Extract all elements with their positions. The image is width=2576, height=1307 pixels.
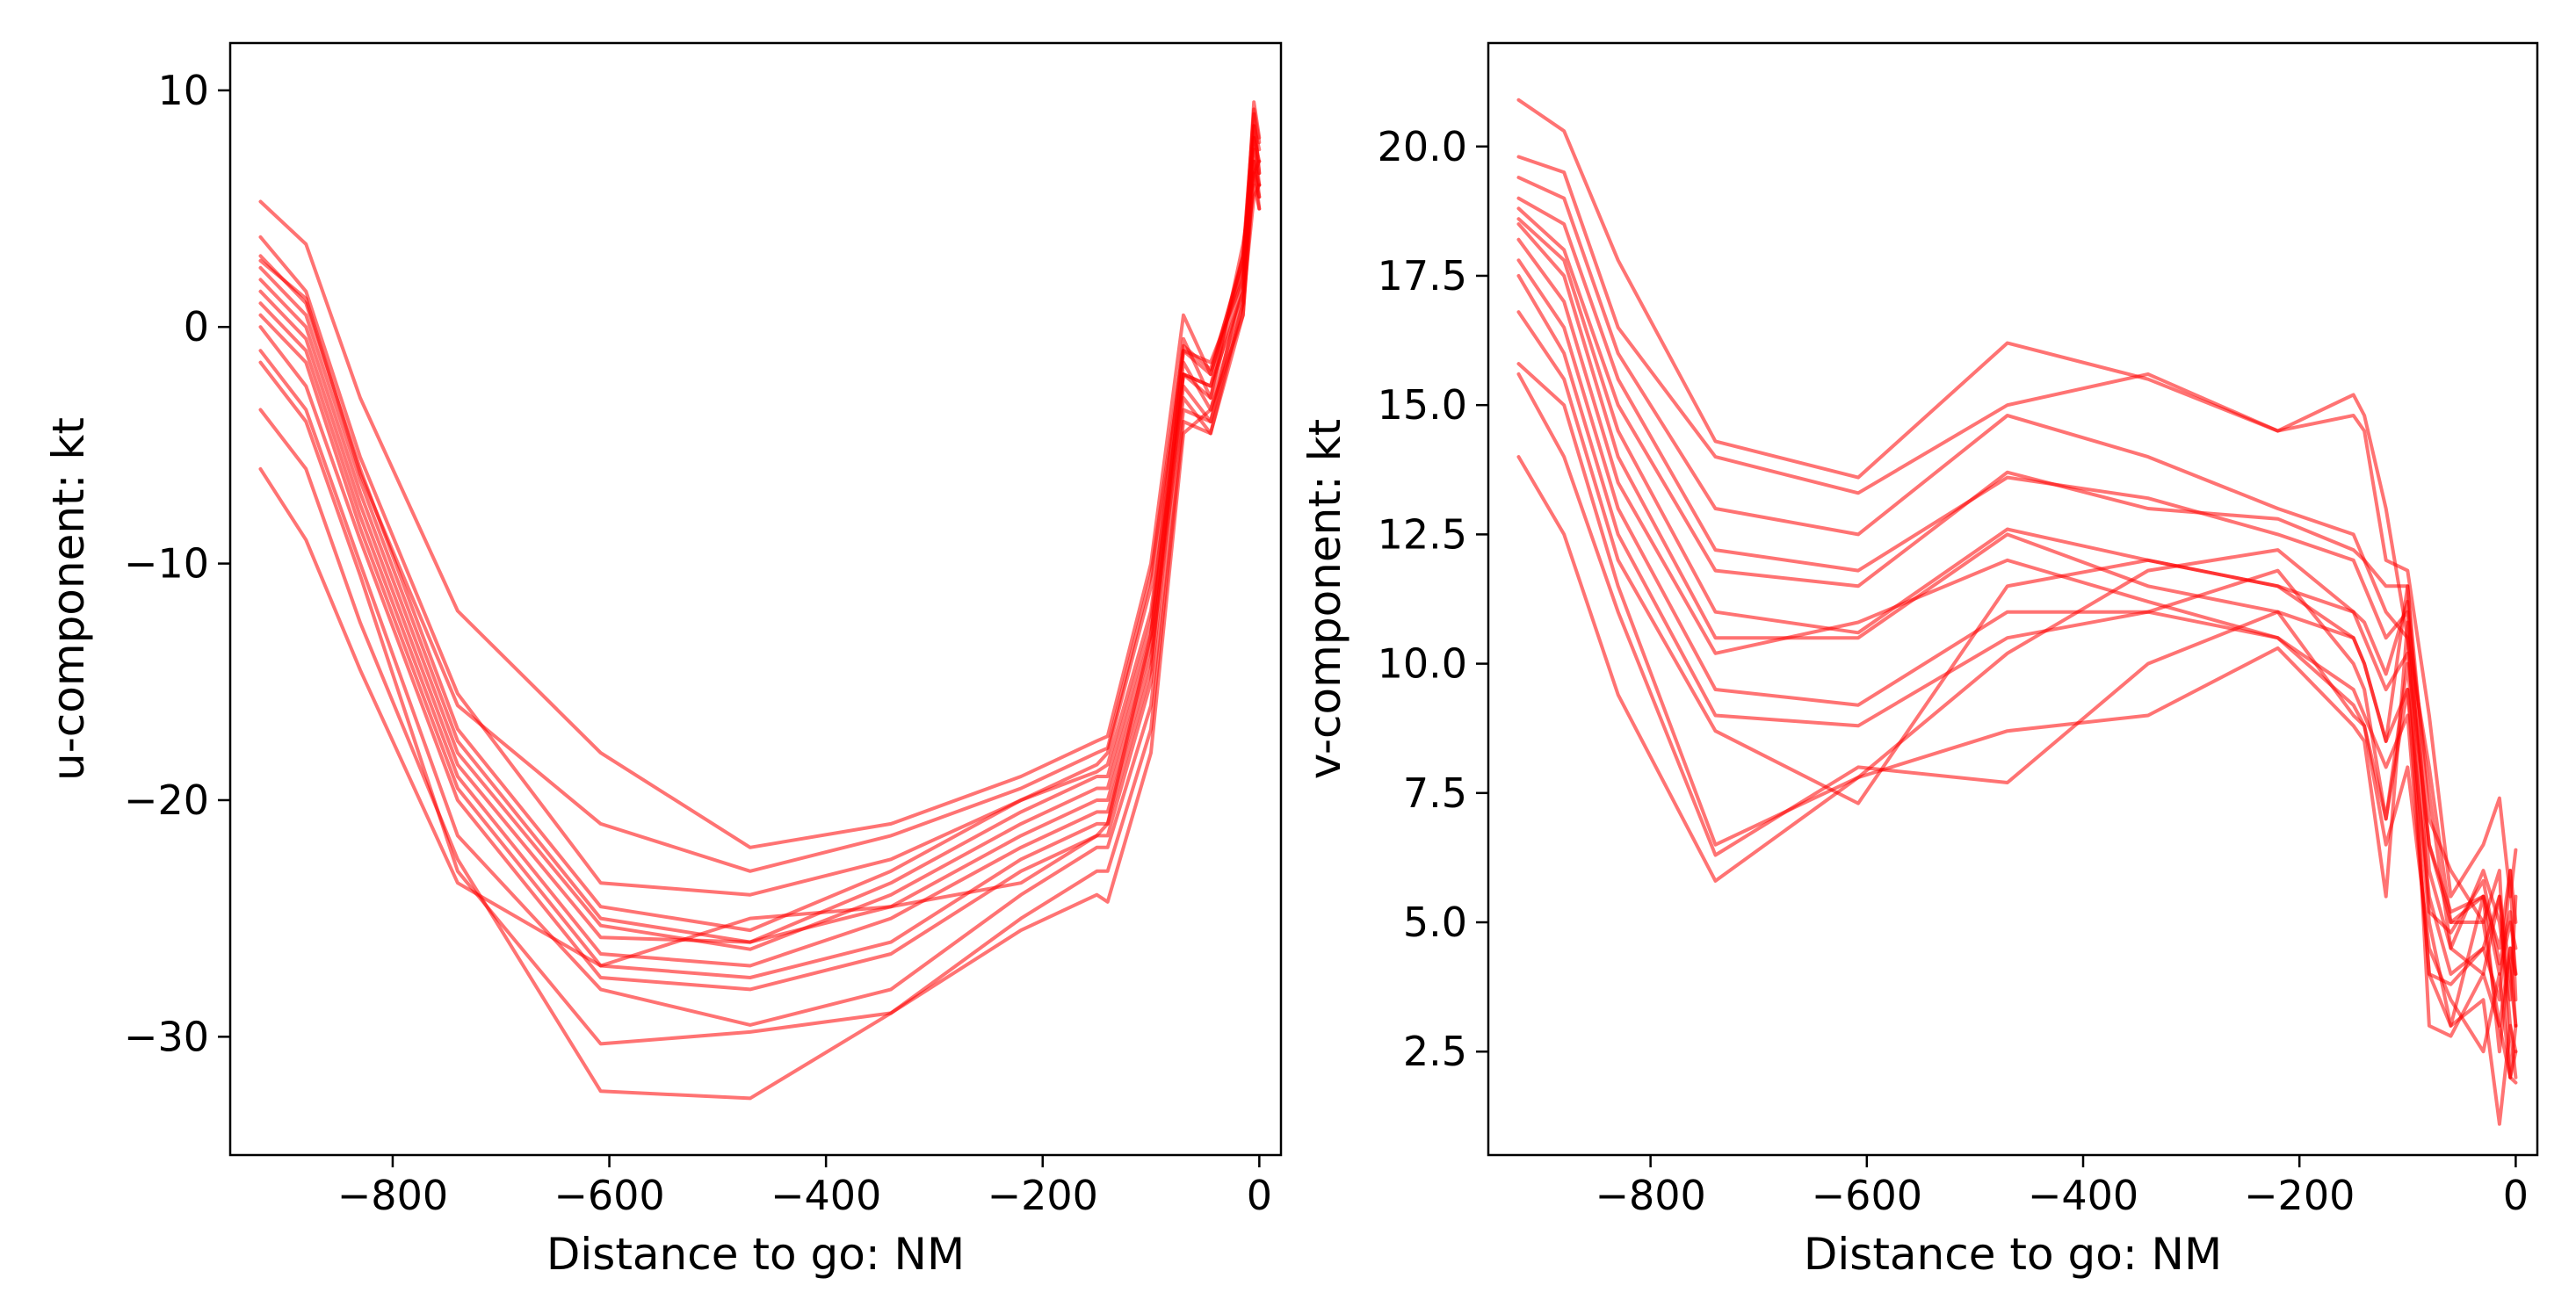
series-line-11	[258, 183, 1262, 1046]
y-tick-label: 10.0	[1378, 640, 1467, 688]
x-tick-label: −800	[337, 1172, 448, 1219]
x-tick-label: −400	[2028, 1172, 2138, 1219]
x-tick-label: −800	[1595, 1172, 1705, 1219]
x-tick-label: −200	[988, 1172, 1098, 1219]
series-line-4	[258, 124, 1262, 944]
series-line-10	[258, 183, 1262, 1027]
v-component-panel: −800 −600 −400 −200 0 20.0 17.5 15.0 12.5 10.0 7.5…	[1299, 41, 2539, 1280]
series-line-11	[1516, 310, 2518, 1002]
series-line-12	[1516, 362, 2518, 1080]
series-line-14	[258, 107, 1262, 873]
plot-frame	[1487, 41, 2539, 1157]
series-line-14	[1516, 455, 2518, 976]
x-axis-label: Distance to go: NM	[546, 1229, 965, 1280]
series-group	[258, 100, 1262, 1101]
series-line-13	[258, 124, 1262, 968]
x-axis-label: Distance to go: NM	[1804, 1229, 2222, 1280]
y-tick-label: 12.5	[1378, 510, 1467, 558]
series-line-9	[1516, 258, 2518, 1085]
y-tick-label: 7.5	[1403, 769, 1467, 817]
x-tick-label: 0	[1247, 1172, 1272, 1219]
y-tick-label: 20.0	[1378, 123, 1467, 170]
series-line-12	[258, 159, 1262, 1101]
y-tick-label: −10	[124, 540, 209, 588]
series-line-10	[1516, 274, 2518, 1054]
series-line-8	[1516, 237, 2518, 1126]
y-tick-label: 10	[157, 67, 209, 114]
y-axis-label: v-component: kt	[1299, 419, 1350, 779]
y-tick-label: 0	[184, 303, 209, 350]
y-tick-label: 2.5	[1403, 1028, 1467, 1075]
y-tick-label: −30	[124, 1013, 209, 1060]
series-line-2	[1516, 155, 2518, 899]
x-tick-label: −600	[554, 1172, 664, 1219]
y-tick-label: 17.5	[1378, 252, 1467, 300]
x-tick-label: −400	[771, 1172, 881, 1219]
series-line-13	[1516, 372, 2518, 1028]
x-tick-label: −200	[2244, 1172, 2355, 1219]
series-group	[1516, 97, 2518, 1126]
plot-frame	[228, 41, 1283, 1157]
x-tick-label: 0	[2503, 1172, 2529, 1219]
y-tick-label: 15.0	[1378, 381, 1467, 429]
u-component-panel: −800 −600 −400 −200 0 10 0 −10 −20 −30 Distance to…	[43, 41, 1283, 1280]
y-axis-label: u-component: kt	[43, 417, 94, 781]
y-tick-label: −20	[124, 776, 209, 824]
y-tick-label: 5.0	[1403, 899, 1467, 946]
x-tick-label: −600	[1812, 1172, 1922, 1219]
